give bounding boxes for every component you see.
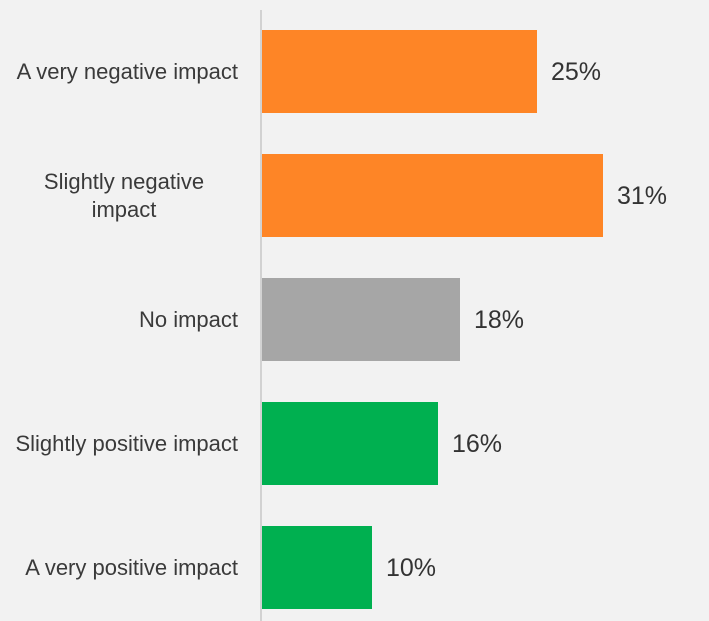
- category-text: No impact: [138, 306, 238, 332]
- bar: [262, 402, 438, 485]
- value-label: 16%: [452, 430, 502, 458]
- value-label: 31%: [617, 182, 667, 210]
- category-text: Slightly positive impact: [15, 430, 238, 456]
- bar: [262, 278, 460, 361]
- category-label: Slightly negative impact: [10, 154, 238, 237]
- category-label: A very positive impact: [10, 526, 238, 609]
- category-label: Slightly positive impact: [10, 402, 238, 485]
- category-text: A very negative impact: [16, 58, 238, 84]
- category-label: No impact: [10, 278, 238, 361]
- category-label: A very negative impact: [10, 30, 238, 113]
- value-label: 10%: [386, 554, 436, 582]
- value-label: 25%: [551, 58, 601, 86]
- category-text: Slightly negative impact: [43, 168, 205, 222]
- value-label: 18%: [474, 306, 524, 334]
- bar: [262, 154, 603, 237]
- bar: [262, 526, 372, 609]
- category-text: A very positive impact: [25, 554, 238, 580]
- bar: [262, 30, 537, 113]
